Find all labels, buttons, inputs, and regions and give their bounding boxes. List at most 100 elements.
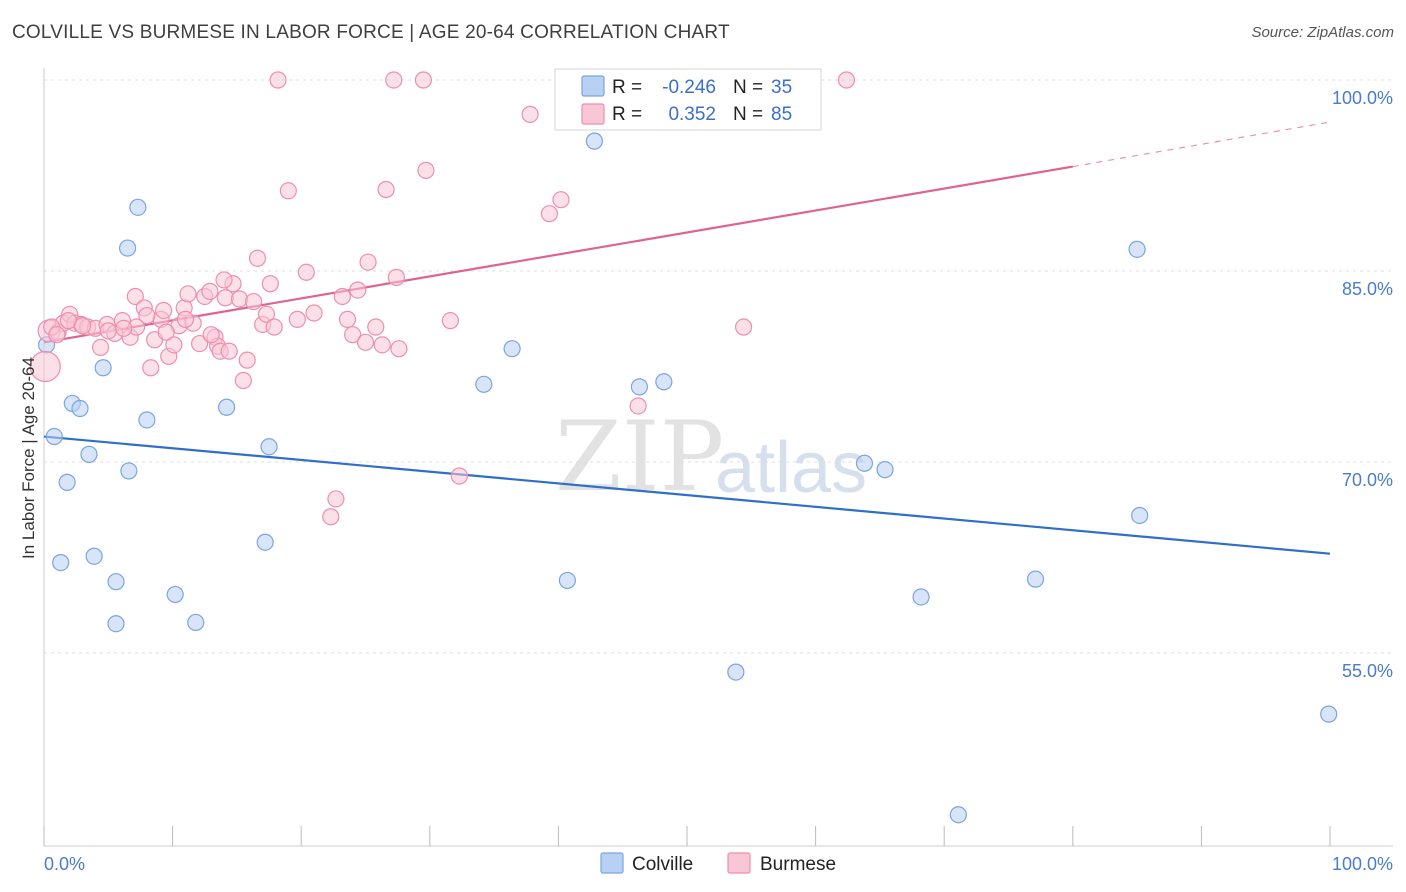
point-burmese bbox=[327, 490, 345, 508]
point-colville bbox=[120, 462, 138, 480]
y-tick-labels: 100.0% 85.0% 70.0% 55.0% bbox=[1332, 88, 1393, 681]
point-colville bbox=[118, 239, 137, 257]
point-colville bbox=[1026, 570, 1045, 588]
point-colville bbox=[58, 473, 76, 491]
series-legend-label-burmese: Burmese bbox=[760, 854, 836, 875]
point-burmese bbox=[349, 281, 367, 299]
legend-n-value-burmese: 85 bbox=[771, 104, 792, 125]
point-burmese bbox=[220, 342, 238, 360]
point-burmese bbox=[297, 263, 315, 281]
y-tick-label: 100.0% bbox=[1332, 88, 1393, 108]
trend-lines bbox=[43, 121, 1331, 555]
point-burmese bbox=[356, 333, 375, 351]
point-colville bbox=[107, 615, 125, 633]
legend-n-label-burmese: N = bbox=[733, 104, 763, 125]
point-burmese bbox=[126, 287, 144, 306]
correlation-legend: R = -0.246 N = 35 R = 0.352 N = 85 bbox=[554, 68, 822, 131]
point-burmese bbox=[165, 336, 183, 354]
point-colville bbox=[876, 461, 894, 479]
point-burmese bbox=[230, 290, 249, 308]
point-colville bbox=[655, 373, 673, 391]
axes bbox=[43, 68, 1393, 847]
point-burmese bbox=[385, 71, 403, 89]
point-colville bbox=[912, 588, 930, 606]
point-colville bbox=[187, 613, 205, 632]
y-tick-label: 85.0% bbox=[1342, 279, 1393, 299]
point-colville bbox=[727, 663, 745, 681]
legend-swatch-burmese bbox=[581, 103, 605, 125]
point-burmese bbox=[450, 467, 468, 485]
point-colville bbox=[85, 547, 103, 565]
point-colville bbox=[855, 454, 874, 472]
point-burmese bbox=[338, 310, 357, 328]
point-burmese bbox=[552, 191, 570, 209]
point-burmese bbox=[91, 338, 110, 356]
point-colville bbox=[260, 438, 278, 456]
point-colville bbox=[218, 398, 236, 416]
series-legend: Colville Burmese bbox=[600, 852, 836, 875]
point-colville bbox=[1320, 705, 1338, 723]
point-colville bbox=[94, 359, 112, 377]
x-tick-label: 100.0% bbox=[1332, 854, 1393, 874]
point-burmese bbox=[837, 71, 856, 89]
point-burmese bbox=[322, 508, 340, 526]
point-burmese bbox=[138, 306, 156, 325]
point-burmese bbox=[257, 305, 276, 323]
point-colville bbox=[256, 533, 274, 551]
point-burmese bbox=[344, 326, 362, 344]
trend-line-burmese bbox=[43, 165, 1073, 344]
point-burmese bbox=[248, 249, 267, 267]
trend-line-dashed-burmese bbox=[1072, 121, 1331, 168]
point-colville bbox=[1128, 240, 1146, 258]
point-burmese bbox=[29, 350, 61, 383]
series-legend-label-colville: Colville bbox=[632, 854, 693, 875]
point-burmese bbox=[377, 180, 395, 199]
point-burmese bbox=[99, 322, 117, 340]
point-colville bbox=[630, 378, 649, 396]
series-legend-swatch-burmese bbox=[727, 852, 751, 874]
legend-n-label-colville: N = bbox=[733, 77, 763, 98]
point-burmese bbox=[540, 205, 558, 223]
point-burmese bbox=[73, 317, 92, 335]
point-burmese bbox=[629, 397, 647, 415]
point-burmese bbox=[179, 285, 197, 303]
point-colville bbox=[129, 198, 147, 216]
point-colville bbox=[166, 585, 184, 604]
point-burmese bbox=[734, 318, 753, 336]
watermark-zip: ZIP bbox=[555, 401, 724, 513]
point-burmese bbox=[373, 336, 391, 354]
point-burmese bbox=[48, 326, 66, 344]
point-colville bbox=[503, 340, 521, 358]
source-label: Source: ZipAtlas.com bbox=[1251, 24, 1394, 41]
point-burmese bbox=[417, 161, 435, 180]
point-burmese bbox=[279, 182, 297, 200]
trend-line-colville bbox=[43, 435, 1331, 555]
point-burmese bbox=[521, 105, 539, 123]
point-colville bbox=[585, 132, 604, 150]
point-burmese bbox=[157, 323, 175, 341]
point-burmese bbox=[367, 318, 385, 336]
point-burmese bbox=[387, 268, 405, 286]
data-points bbox=[29, 71, 1338, 824]
legend-n-value-colville: 35 bbox=[771, 77, 792, 98]
point-burmese bbox=[414, 71, 432, 89]
point-burmese bbox=[245, 292, 263, 311]
point-burmese bbox=[305, 304, 323, 322]
point-burmese bbox=[115, 319, 133, 337]
y-tick-label: 70.0% bbox=[1342, 470, 1393, 490]
point-colville bbox=[80, 445, 98, 463]
point-burmese bbox=[216, 289, 234, 307]
point-colville bbox=[45, 427, 63, 446]
point-colville bbox=[949, 806, 967, 824]
point-burmese bbox=[238, 351, 256, 369]
point-burmese bbox=[288, 310, 306, 328]
point-colville bbox=[71, 399, 89, 418]
legend-r-label-burmese: R = bbox=[612, 104, 642, 125]
point-burmese bbox=[261, 275, 279, 293]
x-tick-labels: 0.0% 100.0% bbox=[44, 854, 1393, 874]
legend-swatch-colville bbox=[581, 75, 605, 97]
point-burmese bbox=[269, 71, 287, 89]
point-burmese bbox=[359, 253, 377, 271]
y-tick-label: 55.0% bbox=[1342, 661, 1393, 681]
chart-title: COLVILLE VS BURMESE IN LABOR FORCE | AGE… bbox=[12, 22, 730, 43]
